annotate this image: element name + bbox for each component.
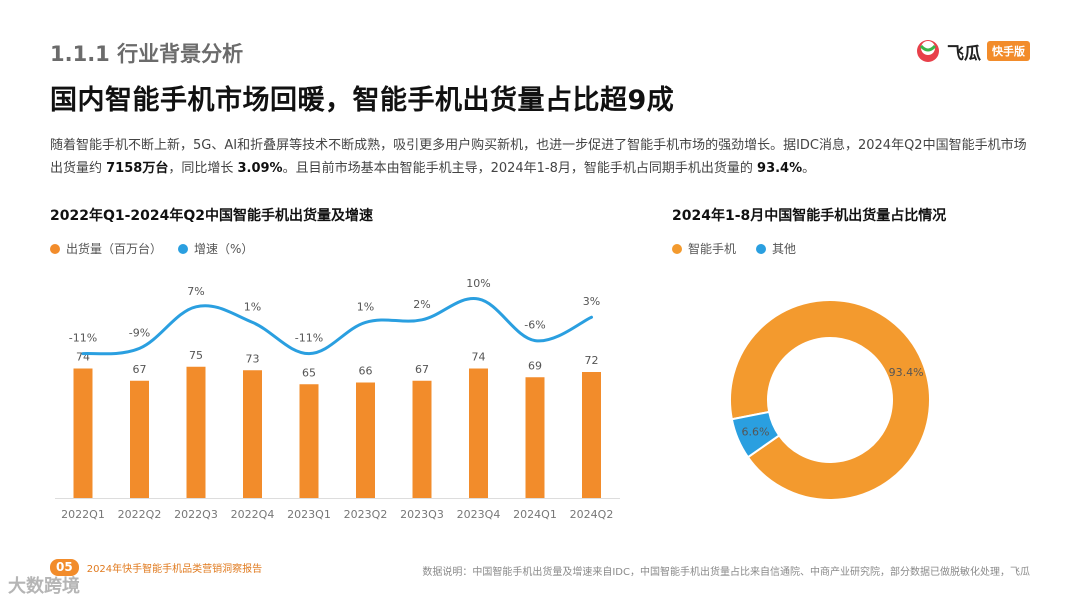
intro-text-1: 随着智能手机不断上新，5G、AI和折叠屏等技术不断成熟，吸引更多用户购买新机，也… — [50, 138, 1027, 176]
intro-highlight-share: 93.4% — [757, 161, 803, 176]
donut-chart-title: 2024年1-8月中国智能手机出货量占比情况 — [672, 208, 947, 224]
donut-slice-其他 — [730, 410, 781, 459]
x-tick-2023Q4: 2023Q4 — [457, 508, 501, 521]
growth-label-2023Q2: 1% — [357, 300, 374, 313]
footer-report: 05 2024年快手智能手机品类营销洞察报告 — [50, 559, 262, 576]
bar-label-2022Q3: 75 — [189, 349, 203, 362]
x-tick-2023Q3: 2023Q3 — [400, 508, 444, 521]
bar-2024Q1 — [525, 377, 545, 498]
bar-chart-legend: 出货量（百万台） 增速（%） — [50, 240, 253, 257]
donut-chart-legend: 智能手机 其他 — [672, 240, 796, 257]
growth-label-2022Q3: 7% — [187, 285, 204, 298]
bar-2023Q2 — [356, 382, 375, 498]
bar-2023Q3 — [412, 380, 432, 498]
x-tick-2022Q3: 2022Q3 — [174, 508, 218, 521]
section-title: 1.1.1 行业背景分析 — [50, 42, 244, 66]
growth-label-2024Q1: -6% — [524, 319, 545, 332]
legend-smartphone-label: 智能手机 — [688, 242, 737, 256]
x-tick-2024Q1: 2024Q1 — [513, 508, 557, 521]
growth-label-2023Q4: 10% — [466, 277, 490, 290]
intro-text-2: ，同比增长 — [168, 161, 238, 176]
bar-2024Q2 — [582, 372, 601, 498]
bar-2023Q1 — [299, 384, 319, 498]
bar-label-2024Q2: 72 — [585, 354, 599, 367]
bar-label-2023Q2: 66 — [359, 365, 373, 378]
x-tick-2024Q2: 2024Q2 — [570, 508, 614, 521]
logo-name: 飞瓜 — [947, 43, 981, 64]
growth-label-2022Q2: -9% — [129, 326, 150, 339]
watermark-text: 大数跨境 — [8, 576, 80, 597]
bar-label-2024Q1: 69 — [528, 359, 542, 372]
legend-other-swatch — [756, 243, 767, 254]
bar-label-2022Q4: 73 — [246, 352, 260, 365]
legend-growth-label: 增速（%） — [194, 242, 254, 256]
bar-label-2023Q4: 74 — [472, 351, 486, 364]
growth-label-2022Q4: 1% — [244, 300, 261, 313]
legend-smartphone-swatch — [672, 243, 682, 254]
growth-label-2023Q3: 2% — [413, 298, 430, 311]
legend-other-label: 其他 — [772, 242, 797, 256]
intro-highlight-growth: 3.09% — [237, 161, 283, 176]
x-tick-2022Q4: 2022Q4 — [231, 508, 275, 521]
bar-2022Q4 — [243, 370, 262, 498]
intro-text-4: 。 — [802, 161, 816, 176]
legend-shipments-label: 出货量（百万台） — [66, 242, 163, 256]
smartphone-share-donut: 93.4% 6.6% — [729, 299, 931, 501]
donut-label-智能手机: 93.4% — [889, 366, 924, 379]
x-tick-2023Q1: 2023Q1 — [287, 508, 331, 521]
bar-2022Q2 — [130, 380, 149, 498]
intro-highlight-shipments: 7158万台 — [106, 161, 169, 176]
data-source-note: 数据说明：中国智能手机出货量及增速来自IDC，中国智能手机出货量占比来自信通院、… — [422, 567, 1030, 578]
bar-label-2022Q2: 67 — [133, 363, 147, 376]
melon-logo-icon — [917, 40, 939, 62]
logo-badge: 快手版 — [987, 41, 1030, 61]
bar-label-2023Q3: 67 — [415, 363, 429, 376]
bar-2023Q4 — [469, 368, 488, 498]
legend-growth-swatch — [178, 243, 189, 254]
donut-slice-智能手机 — [729, 299, 931, 501]
bar-chart-title: 2022年Q1-2024年Q2中国智能手机出货量及增速 — [50, 208, 374, 224]
bar-label-2023Q1: 65 — [302, 366, 316, 379]
intro-paragraph: 随着智能手机不断上新，5G、AI和折叠屏等技术不断成熟，吸引更多用户购买新机，也… — [50, 134, 1035, 180]
growth-line — [81, 297, 593, 356]
shipments-growth-chart: 74 2022Q1 67 2022Q2 75 2022Q3 73 2022Q4 65 2023Q1… — [55, 277, 620, 521]
growth-label-2023Q1: -11% — [295, 332, 323, 345]
page-number: 05 — [50, 559, 79, 576]
donut-label-其他: 6.6% — [741, 426, 769, 439]
legend-shipments-swatch — [50, 243, 60, 254]
report-name: 2024年快手智能手机品类营销洞察报告 — [86, 564, 263, 575]
bar-2022Q3 — [186, 366, 206, 498]
intro-text-3: 。且目前市场基本由智能手机主导，2024年1-8月，智能手机占同期手机出货量的 — [282, 161, 758, 176]
growth-label-2024Q2: 3% — [583, 295, 600, 308]
x-tick-2023Q2: 2023Q2 — [344, 508, 388, 521]
growth-label-2022Q1: -11% — [69, 332, 97, 345]
x-tick-2022Q2: 2022Q2 — [118, 508, 162, 521]
brand-logo: 飞瓜 快手版 — [915, 38, 1030, 64]
x-tick-2022Q1: 2022Q1 — [61, 508, 105, 521]
page-headline: 国内智能手机市场回暖，智能手机出货量占比超9成 — [50, 85, 675, 116]
bar-2022Q1 — [73, 368, 93, 498]
